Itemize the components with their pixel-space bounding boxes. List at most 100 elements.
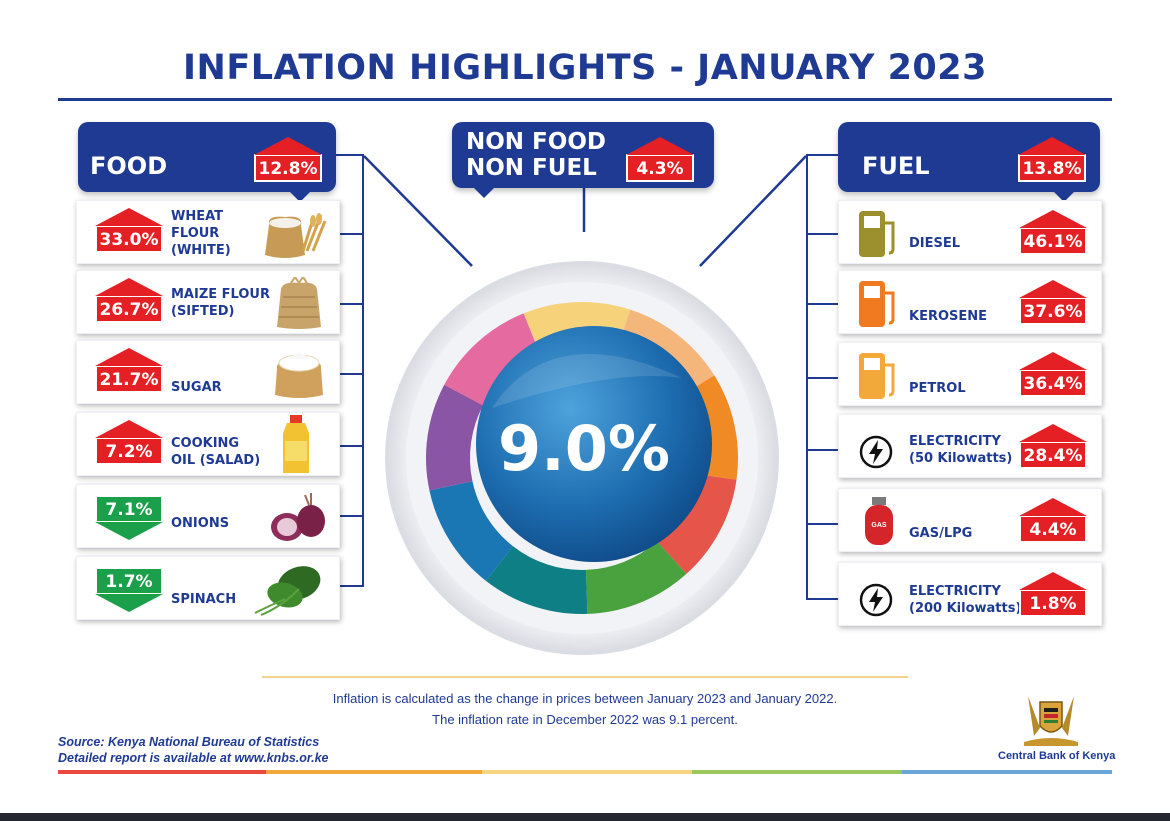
fuel-item-petrol: PETROL 36.4% bbox=[838, 342, 1102, 406]
item-rate-badge: 33.0% bbox=[95, 208, 163, 253]
footer-note-line-2: The inflation rate in December 2022 was … bbox=[432, 712, 738, 727]
item-name: COOKING OIL (SALAD) bbox=[171, 435, 260, 469]
item-name-line: (200 Kilowatts) bbox=[909, 601, 1022, 616]
fuel-item-diesel: DIESEL 46.1% bbox=[838, 200, 1102, 264]
fuel-group-rate-badge: 13.8% bbox=[1018, 137, 1086, 182]
food-connector-tick-3 bbox=[340, 373, 364, 375]
fuel-pump-icon bbox=[859, 353, 895, 399]
item-name: DIESEL bbox=[909, 235, 960, 252]
fuel-item-gas-lpg: GAS GAS/LPG 4.4% bbox=[838, 488, 1102, 552]
gas-cylinder-icon: GAS bbox=[865, 497, 893, 545]
item-name: SUGAR bbox=[171, 379, 222, 396]
dial-segment bbox=[444, 313, 541, 406]
item-rate-badge: 1.7% bbox=[95, 567, 163, 612]
item-name-line: WHEAT bbox=[171, 209, 224, 224]
maize-flour-sack-icon bbox=[277, 277, 321, 329]
food-group-rate-badge: 12.8% bbox=[254, 137, 322, 182]
fuel-pump-icon bbox=[859, 211, 895, 257]
item-name-line: KEROSENE bbox=[909, 309, 988, 324]
food-connector-tick-6 bbox=[340, 585, 364, 587]
fuel-connector-tick-1 bbox=[806, 233, 838, 235]
food-header-pointer bbox=[290, 192, 310, 202]
item-name-line: (WHITE) bbox=[171, 243, 231, 258]
item-rate-badge: 7.2% bbox=[95, 420, 163, 465]
food-connector-tick-2 bbox=[340, 303, 364, 305]
fuel-pump-icon bbox=[859, 281, 895, 327]
item-name: ELECTRICITY (50 Kilowatts) bbox=[909, 433, 1012, 467]
food-group-header: FOOD 12.8% bbox=[78, 122, 336, 202]
fuel-connector-tick-4 bbox=[806, 449, 838, 451]
food-item-maize-flour: 26.7% MAIZE FLOUR (SIFTED) bbox=[76, 270, 340, 334]
food-item-cooking-oil: 7.2% COOKING OIL (SALAD) bbox=[76, 412, 340, 476]
source-line-1: Source: Kenya National Bureau of Statist… bbox=[58, 735, 320, 749]
item-name: PETROL bbox=[909, 380, 966, 397]
item-rate-badge: 26.7% bbox=[95, 278, 163, 323]
item-rate-badge: 21.7% bbox=[95, 348, 163, 393]
item-name-line: (SIFTED) bbox=[171, 304, 235, 319]
item-rate-badge: 7.1% bbox=[95, 495, 163, 540]
item-name-line: ELECTRICITY bbox=[909, 584, 1001, 599]
fuel-group-label: FUEL bbox=[862, 152, 930, 180]
item-name-line: PETROL bbox=[909, 381, 966, 396]
sugar-sack-icon bbox=[275, 353, 323, 398]
item-name: SPINACH bbox=[171, 591, 236, 608]
item-name-line: SUGAR bbox=[171, 380, 222, 395]
footer-color-rule bbox=[58, 770, 266, 774]
item-name: WHEAT FLOUR (WHITE) bbox=[171, 208, 231, 259]
dial-segment bbox=[426, 384, 484, 491]
food-item-spinach: 1.7% SPINACH bbox=[76, 556, 340, 620]
item-name: MAIZE FLOUR (SIFTED) bbox=[171, 286, 270, 320]
bottom-edge-bar bbox=[0, 813, 1170, 821]
onion-icon bbox=[271, 493, 325, 541]
item-name-line: GAS/LPG bbox=[909, 526, 973, 541]
food-item-onions: 7.1% ONIONS bbox=[76, 484, 340, 548]
oil-bottle-icon bbox=[283, 415, 309, 473]
fuel-connector-tick-2 bbox=[806, 303, 838, 305]
footer-color-rule bbox=[902, 770, 1112, 774]
fuel-connector-horizontal bbox=[806, 154, 838, 156]
item-name-line: ONIONS bbox=[171, 516, 230, 531]
item-name-line: OIL (SALAD) bbox=[171, 453, 261, 468]
dial-segment bbox=[429, 481, 514, 581]
item-rate-badge: 37.6% bbox=[1019, 280, 1087, 325]
dial-segment bbox=[656, 473, 737, 574]
fuel-group-header: FUEL 13.8% bbox=[838, 122, 1100, 202]
fuel-header-pointer bbox=[1054, 192, 1074, 202]
item-name-line: SPINACH bbox=[171, 592, 237, 607]
food-group-label: FOOD bbox=[90, 152, 168, 180]
food-connector-horizontal bbox=[336, 154, 364, 156]
nonfood-label-line-2: NON FUEL bbox=[466, 155, 597, 181]
item-name-line: MAIZE FLOUR bbox=[171, 287, 270, 302]
item-rate-badge: 36.4% bbox=[1019, 352, 1087, 397]
fuel-connector-tick-5 bbox=[806, 523, 838, 525]
headline-dial: 9.0% bbox=[385, 261, 779, 655]
item-name-line: DIESEL bbox=[909, 236, 961, 251]
nonfood-group-rate-badge: 4.3% bbox=[626, 137, 694, 182]
item-name-line: (50 Kilowatts) bbox=[909, 451, 1013, 466]
nonfood-header-pointer bbox=[474, 188, 494, 198]
fuel-item-electricity-200: ELECTRICITY (200 Kilowatts) 1.8% bbox=[838, 562, 1102, 626]
food-connector-vertical bbox=[362, 154, 364, 586]
lightning-icon bbox=[859, 435, 893, 469]
food-item-sugar: 21.7% SUGAR bbox=[76, 340, 340, 404]
item-name: ELECTRICITY (200 Kilowatts) bbox=[909, 583, 1021, 617]
item-name: GAS/LPG bbox=[909, 525, 972, 542]
fuel-connector-tick-6 bbox=[806, 598, 838, 600]
food-item-wheat-flour: 33.0% WHEAT FLOUR (WHITE) bbox=[76, 200, 340, 264]
item-name-line: COOKING bbox=[171, 436, 240, 451]
item-name: KEROSENE bbox=[909, 308, 987, 325]
source-line-2: Detailed report is available at www.knbs… bbox=[58, 751, 329, 765]
item-name: ONIONS bbox=[171, 515, 229, 532]
footer-color-rule bbox=[266, 770, 482, 774]
food-connector-tick-5 bbox=[340, 515, 364, 517]
spinach-icon bbox=[254, 566, 321, 616]
food-connector-tick-1 bbox=[340, 233, 364, 235]
nonfood-label-line-1: NON FOOD bbox=[466, 129, 606, 155]
footer-note: Inflation is calculated as the change in… bbox=[240, 688, 930, 730]
publisher-name: Central Bank of Kenya bbox=[998, 750, 1116, 762]
dial-core-highlight bbox=[492, 354, 682, 408]
footer-color-rule bbox=[692, 770, 902, 774]
item-rate-badge: 46.1% bbox=[1019, 210, 1087, 255]
